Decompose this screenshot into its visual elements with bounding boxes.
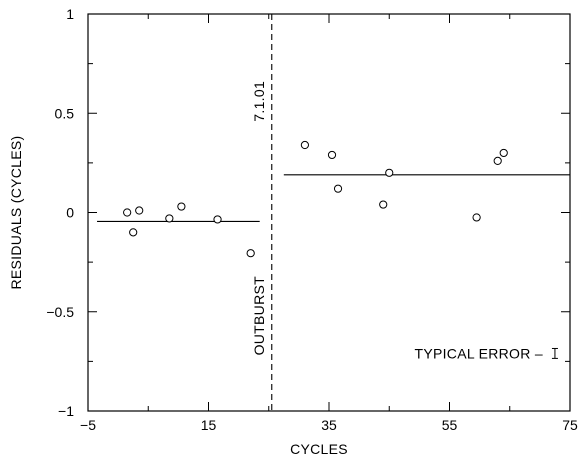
data-point [129,228,138,237]
data-point [246,249,255,258]
y-tick-label: 0.5 [55,105,75,121]
typical-error-label: TYPICAL ERROR – [414,345,542,361]
date-annotation: 7.1.01 [251,81,267,122]
data-point [213,215,222,224]
x-axis-title: CYCLES [290,441,348,457]
data-point [177,202,186,211]
data-point [165,214,174,223]
x-tick-label: 15 [201,417,217,433]
data-point [135,206,144,215]
data-point [327,150,337,160]
plot-area [87,13,571,412]
data-point [300,140,309,150]
data-point [385,168,394,177]
y-tick-label: 0 [66,205,74,221]
x-tick-label: −5 [80,417,96,433]
y-tick-label: 1 [66,6,74,22]
x-tick-label: 35 [321,417,337,433]
y-tick-label: −1 [58,403,74,419]
chart-labels: −5 15 35 55 75 −1 −0.5 0 0.5 1 CYCLES RESIDUALS (CY… [8,6,578,457]
x-tick-label: 75 [562,417,578,433]
data-point [472,213,481,222]
data-point [333,184,343,193]
data-point [493,156,502,165]
outburst-annotation: OUTBURST [251,276,267,356]
x-tick-label: 55 [442,417,458,433]
data-point [499,148,508,158]
data-point [123,208,132,217]
y-tick-label: −0.5 [46,304,74,320]
data-point [379,200,388,209]
chart-marks [97,14,570,411]
y-axis-title: RESIDUALS (CYCLES) [8,136,24,290]
